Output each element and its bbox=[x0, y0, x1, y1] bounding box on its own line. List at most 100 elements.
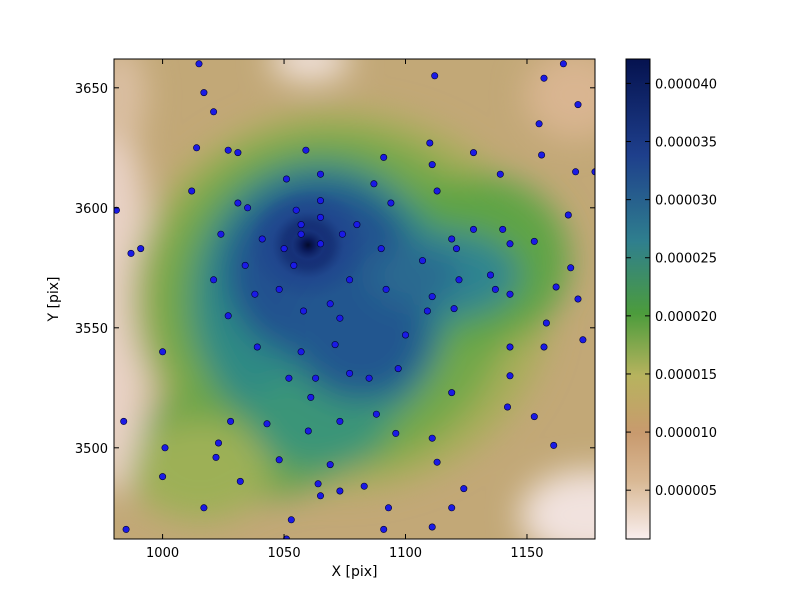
data-point-104 bbox=[326, 461, 334, 469]
data-point-82 bbox=[285, 374, 293, 382]
data-point-93 bbox=[263, 420, 271, 428]
data-point-51 bbox=[137, 245, 145, 253]
data-point-4 bbox=[224, 146, 232, 154]
data-point-30 bbox=[496, 170, 504, 178]
data-point-89 bbox=[503, 403, 511, 411]
data-point-112 bbox=[460, 485, 468, 493]
data-point-121 bbox=[428, 523, 436, 531]
data-point-100 bbox=[215, 439, 223, 447]
heatmap-field bbox=[114, 59, 595, 539]
y-axis-label: Y [pix] bbox=[46, 277, 62, 323]
x-axis: 1000 1050 1100 1150 bbox=[146, 59, 544, 561]
y-tick-label-1: 3550 bbox=[75, 322, 108, 337]
data-point-24 bbox=[316, 197, 324, 205]
colorbar-tick-label-6: 0.000035 bbox=[655, 136, 717, 151]
data-point-43 bbox=[448, 235, 456, 243]
data-point-109 bbox=[314, 480, 322, 488]
colorbar-ticks: 0.000005 0.000010 0.000015 0.000020 0.000025… bbox=[626, 77, 717, 499]
x-tick-label-2: 1100 bbox=[389, 546, 422, 561]
data-point-80 bbox=[579, 336, 587, 344]
data-point-108 bbox=[236, 477, 244, 485]
data-point-56 bbox=[275, 285, 283, 293]
colorbar-tick-label-3: 0.000020 bbox=[655, 310, 717, 325]
data-point-16 bbox=[469, 149, 477, 157]
data-point-37 bbox=[280, 245, 288, 253]
data-point-54 bbox=[210, 276, 218, 284]
data-point-32 bbox=[572, 168, 580, 176]
data-point-90 bbox=[530, 413, 538, 421]
plot-frame bbox=[113, 58, 596, 540]
data-point-105 bbox=[433, 458, 441, 466]
data-point-41 bbox=[377, 245, 385, 253]
data-point-52 bbox=[241, 261, 249, 269]
data-point-19 bbox=[188, 187, 196, 195]
data-point-117 bbox=[448, 504, 456, 512]
data-point-69 bbox=[567, 264, 575, 272]
data-point-50 bbox=[127, 249, 135, 257]
data-point-96 bbox=[372, 410, 380, 418]
x-tick-label-0: 1000 bbox=[146, 546, 179, 561]
data-point-99 bbox=[161, 444, 169, 452]
colorbar-tick-label-0: 0.000005 bbox=[655, 484, 717, 499]
data-point-13 bbox=[535, 120, 543, 128]
y-axis: 3500 3550 3600 3650 bbox=[75, 82, 595, 457]
data-point-60 bbox=[382, 285, 390, 293]
y-tick-label-0: 3500 bbox=[75, 442, 108, 457]
data-point-97 bbox=[392, 429, 400, 437]
y-tick-label-2: 3600 bbox=[75, 202, 108, 217]
data-point-3 bbox=[193, 144, 201, 152]
y-tick-label-3: 3650 bbox=[75, 82, 108, 97]
data-point-26 bbox=[297, 221, 305, 229]
data-point-10 bbox=[540, 74, 548, 82]
data-point-103 bbox=[304, 427, 312, 435]
data-point-91 bbox=[120, 417, 128, 425]
data-point-35 bbox=[217, 230, 225, 238]
data-point-118 bbox=[122, 525, 130, 533]
data-point-62 bbox=[423, 307, 431, 315]
data-point-71 bbox=[224, 312, 232, 320]
data-point-61 bbox=[428, 293, 436, 301]
data-point-23 bbox=[292, 206, 300, 214]
colorbar-tick-label-1: 0.000010 bbox=[655, 426, 717, 441]
data-point-64 bbox=[455, 276, 463, 284]
data-point-1 bbox=[200, 89, 208, 97]
data-point-36 bbox=[258, 235, 266, 243]
data-point-113 bbox=[200, 504, 208, 512]
data-point-75 bbox=[331, 341, 339, 349]
data-point-115 bbox=[316, 492, 324, 500]
data-point-120 bbox=[380, 525, 388, 533]
data-point-111 bbox=[360, 482, 368, 490]
data-point-42 bbox=[418, 257, 426, 265]
data-point-77 bbox=[506, 343, 514, 351]
data-point-59 bbox=[336, 314, 344, 322]
data-point-44 bbox=[452, 245, 460, 253]
data-point-14 bbox=[426, 139, 434, 147]
colorbar-gradient bbox=[625, 58, 651, 540]
data-point-102 bbox=[275, 456, 283, 464]
data-point-9 bbox=[431, 72, 439, 80]
data-point-40 bbox=[338, 230, 346, 238]
data-point-5 bbox=[234, 149, 242, 157]
data-point-15 bbox=[428, 161, 436, 169]
data-point-22 bbox=[244, 204, 252, 212]
data-point-68 bbox=[552, 283, 560, 291]
data-point-76 bbox=[401, 331, 409, 339]
data-point-107 bbox=[159, 473, 167, 481]
data-point-81 bbox=[159, 348, 167, 356]
data-point-0 bbox=[195, 60, 203, 68]
data-point-67 bbox=[506, 290, 514, 298]
data-point-78 bbox=[542, 319, 550, 327]
data-point-2 bbox=[210, 108, 218, 116]
x-tick-label-1: 1050 bbox=[268, 546, 301, 561]
data-point-29 bbox=[433, 187, 441, 195]
data-point-110 bbox=[336, 487, 344, 495]
data-point-39 bbox=[316, 240, 324, 248]
colorbar: 0.000005 0.000010 0.000015 0.000020 0.000025… bbox=[625, 58, 717, 540]
data-point-74 bbox=[299, 307, 307, 315]
data-point-48 bbox=[530, 237, 538, 245]
data-point-85 bbox=[365, 374, 373, 382]
data-point-57 bbox=[346, 276, 354, 284]
data-point-27 bbox=[353, 221, 361, 229]
data-point-63 bbox=[450, 305, 458, 313]
